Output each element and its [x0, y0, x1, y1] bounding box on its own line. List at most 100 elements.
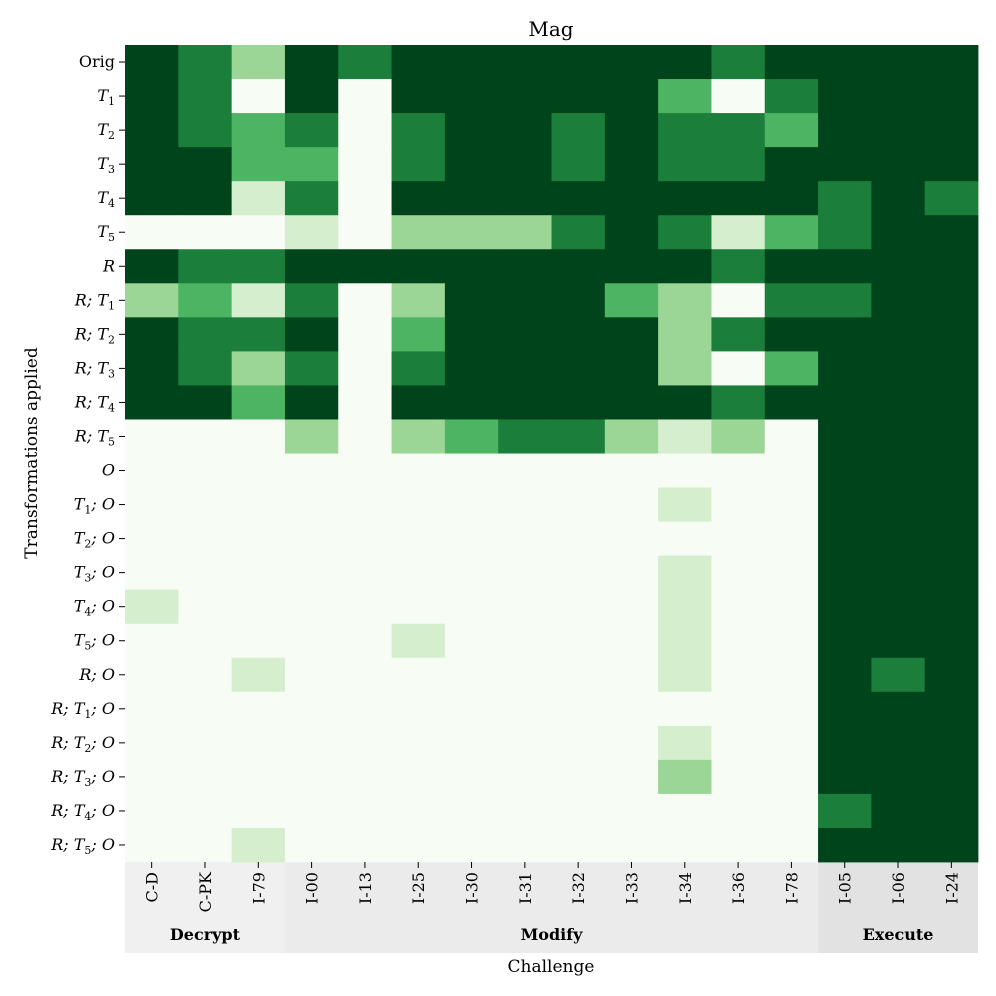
heatmap-cell — [284, 181, 339, 216]
heatmap-cell — [551, 317, 606, 352]
heatmap-cell — [444, 249, 499, 284]
heatmap-cell — [871, 147, 926, 182]
heatmap-cell — [658, 215, 712, 250]
heatmap-cell — [444, 521, 499, 557]
heatmap-cell — [711, 385, 766, 420]
heatmap-cell — [818, 691, 872, 727]
heatmap-cell — [764, 759, 819, 795]
column-label: I-31 — [516, 872, 535, 904]
heatmap-cell — [871, 317, 926, 352]
heatmap-cell — [551, 453, 606, 488]
heatmap-cell — [178, 521, 233, 557]
heatmap-cell — [125, 691, 179, 727]
group-label: Modify — [521, 925, 584, 944]
heatmap-cell — [231, 453, 286, 488]
column-label: I-13 — [356, 872, 375, 904]
heatmap-cell — [764, 215, 819, 250]
heatmap-cell — [178, 45, 233, 80]
heatmap-cell — [871, 793, 926, 829]
heatmap-cell — [338, 827, 392, 863]
column-label: I-32 — [569, 872, 588, 904]
heatmap-cell — [284, 691, 339, 727]
heatmap-cell — [764, 147, 819, 182]
heatmap-cell — [338, 691, 392, 727]
row-label: R; T4; O — [50, 801, 115, 823]
heatmap-cell — [284, 793, 339, 829]
heatmap-cell — [604, 283, 659, 318]
heatmap-cell — [871, 827, 926, 863]
heatmap-cell — [444, 759, 499, 795]
heatmap-cell — [391, 317, 446, 352]
heatmap-cell — [764, 487, 819, 522]
heatmap-cell — [924, 147, 979, 182]
group-bands — [125, 862, 978, 953]
heatmap-cell — [764, 555, 819, 591]
heatmap-cell — [498, 589, 552, 625]
heatmap-cell — [178, 555, 233, 591]
heatmap-cell — [711, 453, 766, 488]
heatmap-cell — [444, 317, 499, 352]
heatmap-cell — [498, 453, 552, 488]
heatmap-cell — [871, 249, 926, 284]
heatmap-cell — [871, 487, 926, 522]
heatmap-cell — [551, 827, 606, 863]
heatmap-cell — [924, 45, 979, 80]
row-label: R; T1 — [74, 290, 115, 312]
heatmap-cell — [818, 181, 872, 216]
heatmap-cell — [604, 691, 659, 727]
heatmap-cell — [338, 249, 392, 284]
heatmap-cell — [658, 453, 712, 488]
heatmap-cell — [125, 419, 179, 454]
heatmap-cell — [338, 79, 392, 114]
heatmap-cell — [924, 691, 979, 727]
heatmap-cell — [924, 555, 979, 591]
heatmap-cell — [444, 419, 499, 454]
heatmap-cell — [871, 691, 926, 727]
heatmap-cell — [551, 283, 606, 318]
heatmap-cell — [338, 453, 392, 488]
row-label: T1 — [97, 86, 115, 108]
heatmap-cell — [818, 657, 872, 693]
heatmap-cell — [444, 589, 499, 625]
heatmap-cell — [711, 725, 766, 761]
row-label: T5; O — [74, 631, 115, 653]
heatmap-cell — [231, 487, 286, 522]
heatmap-cell — [871, 589, 926, 625]
heatmap-cell — [391, 827, 446, 863]
heatmap-cell — [764, 249, 819, 284]
heatmap-cell — [711, 691, 766, 727]
heatmap-cell — [284, 453, 339, 488]
heatmap-cell — [764, 283, 819, 318]
heatmap-cell — [498, 521, 552, 557]
heatmap-cell — [924, 725, 979, 761]
heatmap-cell — [338, 487, 392, 522]
heatmap-cell — [284, 419, 339, 454]
heatmap-cell — [818, 147, 872, 182]
heatmap-cell — [871, 521, 926, 557]
heatmap-cell — [338, 623, 392, 659]
heatmap-cell — [125, 453, 179, 488]
heatmap-cell — [391, 147, 446, 182]
heatmap-cell — [338, 45, 392, 80]
heatmap-cell — [764, 181, 819, 216]
heatmap-cell — [284, 351, 339, 386]
heatmap-cell — [764, 453, 819, 488]
heatmap-cell — [444, 793, 499, 829]
heatmap-cell — [658, 79, 712, 114]
heatmap-cell — [924, 793, 979, 829]
heatmap-cell — [924, 827, 979, 863]
heatmap-cell — [764, 351, 819, 386]
heatmap-cell — [871, 419, 926, 454]
heatmap-cell — [178, 419, 233, 454]
heatmap-cell — [391, 623, 446, 659]
heatmap-cell — [284, 759, 339, 795]
row-label: T3 — [97, 154, 115, 176]
heatmap-cell — [924, 419, 979, 454]
heatmap-cell — [231, 283, 286, 318]
group-labels: Decrypt Modify Execute — [170, 925, 934, 944]
row-label: R; T2 — [74, 324, 115, 346]
heatmap-cell — [658, 249, 712, 284]
heatmap-cell — [231, 79, 286, 114]
heatmap-cell — [178, 351, 233, 386]
heatmap-cell — [231, 759, 286, 795]
